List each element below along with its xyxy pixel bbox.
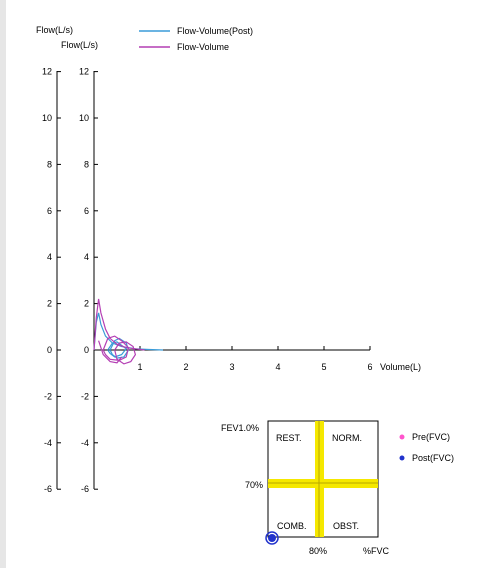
inner-y-tick-label: 4	[84, 252, 89, 262]
classification-points	[265, 531, 279, 545]
legend-label-post-fvc: Post(FVC)	[412, 453, 454, 463]
legend-label-pre-fvc: Pre(FVC)	[412, 432, 450, 442]
inner-y-tick-label: -2	[81, 391, 89, 401]
inner-y-tick-label: 2	[84, 299, 89, 309]
y-axis-label: FEV1.0%	[221, 423, 259, 433]
left-y-tick-label: -2	[44, 391, 52, 401]
flow-volume-plot: Flow(L/s) Flow(L/s) Flow-Volume(Post) Fl…	[36, 25, 421, 494]
inner-y-tick-label: 0	[84, 345, 89, 355]
left-y-tick-label: 2	[47, 299, 52, 309]
inner-y-tick-label: 10	[79, 113, 89, 123]
x-axis-label: Volume(L)	[380, 362, 421, 372]
curve-pre-3	[98, 340, 123, 364]
legend-label-pre: Flow-Volume	[177, 42, 229, 52]
legend: Flow-Volume(Post) Flow-Volume	[139, 26, 253, 52]
legend-label-post: Flow-Volume(Post)	[177, 26, 253, 36]
flow-volume-curves	[93, 298, 164, 365]
left-y-tick-label: 6	[47, 206, 52, 216]
spirometry-chart: Flow(L/s) Flow(L/s) Flow-Volume(Post) Fl…	[36, 25, 454, 556]
curve-post-0	[93, 312, 164, 351]
left-y-tick-label: 4	[47, 252, 52, 262]
left-y-ticks: 12 10 8 6 4 2 0 -2 -4 -6	[42, 67, 61, 494]
left-axis-label: Flow(L/s)	[36, 25, 73, 35]
left-y-tick-label: 12	[42, 67, 52, 77]
left-y-tick-label: -6	[44, 484, 52, 494]
point-dot	[268, 534, 276, 542]
x-threshold-label: 80%	[309, 546, 327, 556]
x-tick-label: 1	[137, 362, 142, 372]
quadrant-rest: REST.	[276, 433, 302, 443]
y-threshold-label: 70%	[245, 480, 263, 490]
report-panel: Flow(L/s) Flow(L/s) Flow-Volume(Post) Fl…	[6, 0, 482, 568]
x-tick-label: 2	[183, 362, 188, 372]
quadrant-obst: OBST.	[333, 521, 359, 531]
left-y-tick-label: 10	[42, 113, 52, 123]
inner-y-tick-label: 8	[84, 159, 89, 169]
x-tick-label: 5	[321, 362, 326, 372]
curve-pre-0	[93, 298, 145, 351]
left-y-tick-label: 0	[47, 345, 52, 355]
inner-y-tick-label: 12	[79, 67, 89, 77]
quadrant-norm: NORM.	[332, 433, 362, 443]
inner-y-tick-label: -4	[81, 438, 89, 448]
legend-dot-pre	[399, 434, 405, 440]
legend-dot-post	[399, 455, 405, 461]
classification-plot: FEV1.0% 70% 80% %FVC REST. NORM. COMB. O…	[221, 420, 454, 556]
point-ring	[265, 531, 279, 545]
inner-axis-label: Flow(L/s)	[61, 40, 98, 50]
left-y-tick-label: -4	[44, 438, 52, 448]
classification-legend: Pre(FVC) Post(FVC)	[399, 432, 454, 463]
x-tick-label: 4	[275, 362, 280, 372]
left-y-tick-label: 8	[47, 159, 52, 169]
inner-y-ticks: 12 10 8 6 4 2 0 -2 -4 -6	[79, 67, 98, 494]
x-ticks: 1 2 3 4 5 6	[137, 346, 373, 372]
curve-pre-1	[102, 335, 130, 362]
inner-y-tick-label: -6	[81, 484, 89, 494]
x-tick-label: 6	[367, 362, 372, 372]
inner-y-tick-label: 6	[84, 206, 89, 216]
quadrant-comb: COMB.	[277, 521, 307, 531]
x-axis-label-fvc: %FVC	[363, 546, 390, 556]
x-tick-label: 3	[229, 362, 234, 372]
